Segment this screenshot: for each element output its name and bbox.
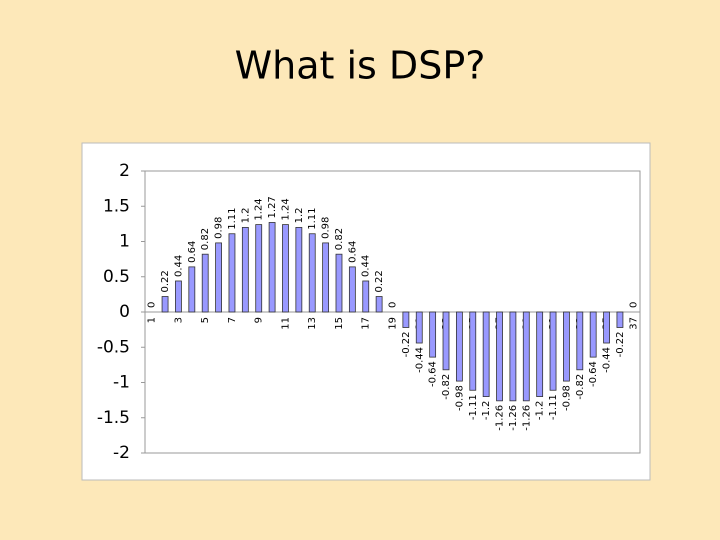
bar (442, 311, 450, 371)
data-label: -1.2 (481, 401, 492, 421)
x-tick-label: 5 (200, 317, 211, 323)
data-label: 1.27 (267, 196, 278, 218)
data-label: 0.82 (334, 228, 345, 250)
data-label: -0.64 (588, 361, 599, 387)
data-label: -1.2 (535, 401, 546, 421)
y-tick-label: 0.5 (103, 267, 130, 287)
data-label: 0.22 (374, 270, 385, 292)
bar (429, 311, 437, 358)
x-tick-label: 19 (388, 317, 399, 330)
y-tick-label: 0 (119, 302, 130, 322)
bar (161, 296, 169, 313)
y-tick-label: -0.5 (97, 337, 130, 357)
data-label: 1.24 (280, 198, 291, 220)
bar (268, 222, 276, 313)
x-tick-label: 9 (254, 317, 265, 323)
data-label: -1.26 (521, 405, 532, 431)
data-label: 0 (388, 302, 399, 308)
bar (576, 311, 584, 371)
slide-title: What is DSP? (235, 44, 486, 88)
data-label: -1.11 (468, 394, 479, 420)
data-label: 0 (147, 302, 158, 308)
bar (589, 311, 597, 358)
data-label: 1.11 (307, 207, 318, 229)
data-label: 0.82 (200, 228, 211, 250)
bar (509, 311, 517, 402)
y-tick-label: -1.5 (97, 408, 130, 428)
data-label: -0.22 (401, 332, 412, 358)
data-label: 0.44 (173, 255, 184, 277)
data-label: -0.64 (428, 361, 439, 387)
data-label: -1.11 (548, 394, 559, 420)
bar (482, 311, 490, 397)
data-label: -0.82 (441, 374, 452, 400)
bar (241, 226, 249, 313)
y-tick-label: 2 (119, 161, 130, 181)
bar (348, 266, 356, 313)
bar (536, 311, 544, 397)
x-tick-label: 15 (334, 317, 345, 330)
data-label: -0.98 (454, 385, 465, 411)
data-label: -0.98 (561, 385, 572, 411)
data-label: 1.2 (294, 207, 305, 223)
data-label: 0 (628, 302, 639, 308)
bar (616, 311, 624, 328)
bar (335, 253, 343, 313)
data-label: -1.26 (495, 405, 506, 431)
y-tick-label: -2 (113, 443, 130, 463)
data-label: 0.22 (160, 270, 171, 292)
data-label: 0.64 (187, 241, 198, 263)
y-tick-label: 1 (119, 232, 130, 252)
bar (322, 242, 330, 313)
bar (496, 311, 503, 402)
bar (188, 266, 196, 313)
data-label: 1.24 (254, 198, 265, 220)
bar (308, 233, 316, 313)
data-label: 1.2 (240, 207, 251, 223)
bar (522, 311, 530, 402)
x-tick-label: 7 (227, 317, 238, 323)
bar (563, 311, 570, 382)
x-tick-label: 37 (628, 317, 639, 330)
bar (402, 311, 410, 328)
bar (255, 224, 263, 313)
bar (415, 311, 423, 344)
x-tick-label: 3 (173, 317, 184, 323)
data-label: -0.82 (575, 374, 586, 400)
bar (295, 226, 303, 313)
y-tick-label: 1.5 (103, 196, 130, 216)
bar (603, 311, 610, 344)
data-label: -0.44 (602, 347, 613, 373)
x-tick-label: 11 (280, 317, 291, 330)
bar (549, 311, 557, 391)
bar (215, 242, 222, 313)
bar (228, 233, 236, 313)
data-label: 0.98 (321, 217, 332, 239)
x-tick-label: 17 (361, 317, 372, 330)
bar (201, 253, 209, 313)
bar (282, 224, 289, 313)
bar (362, 280, 370, 313)
bar (375, 296, 383, 313)
bar (469, 311, 477, 391)
y-tick-label: -1 (113, 373, 130, 393)
bar (175, 280, 182, 313)
x-tick-label: 1 (147, 317, 158, 323)
data-label: 0.64 (347, 241, 358, 263)
data-label: -0.44 (414, 347, 425, 373)
data-label: 0.44 (361, 255, 372, 277)
data-label: 0.98 (214, 217, 225, 239)
x-tick-label: 13 (307, 317, 318, 330)
data-label: -1.26 (508, 405, 519, 431)
data-label: 1.11 (227, 207, 238, 229)
data-label: -0.22 (615, 332, 626, 358)
bar (455, 311, 463, 382)
